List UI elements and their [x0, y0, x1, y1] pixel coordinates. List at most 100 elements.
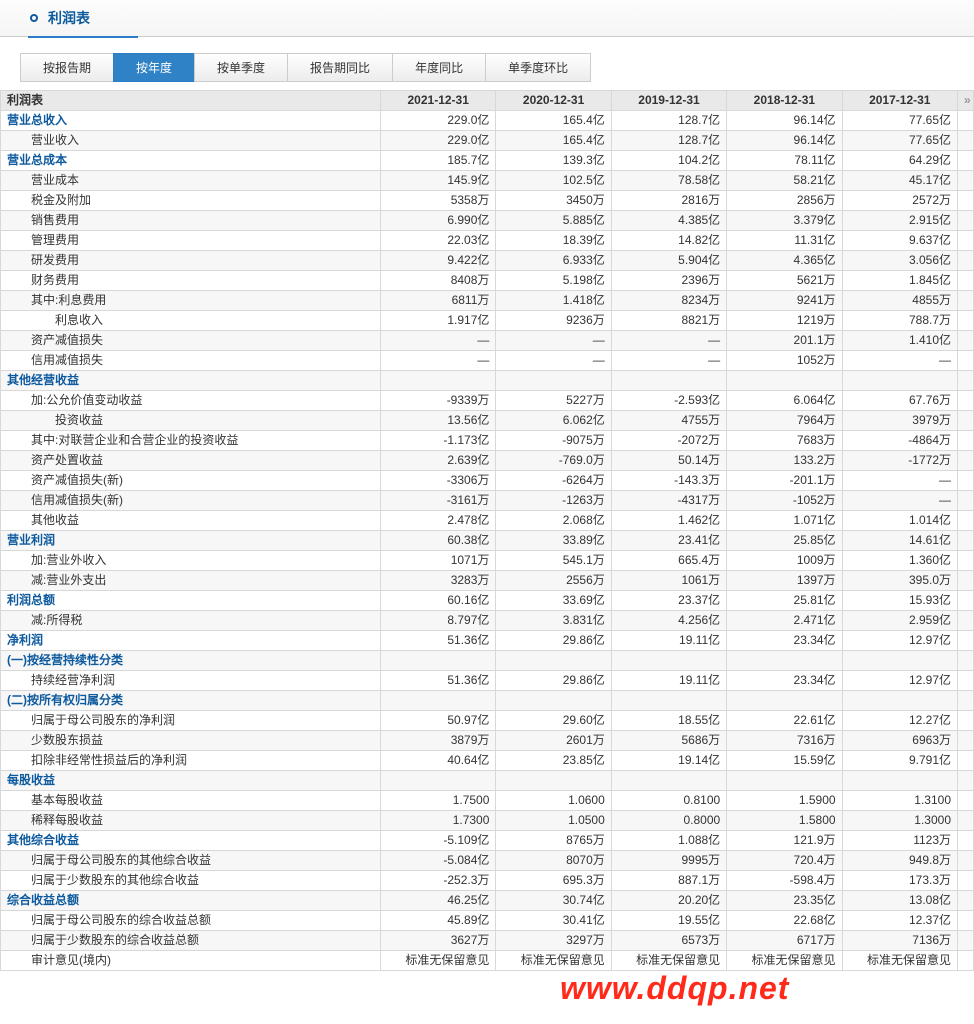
cell: 2.471亿	[727, 611, 842, 631]
table-body: 营业总收入229.0亿165.4亿128.7亿96.14亿77.65亿营业收入2…	[1, 111, 974, 971]
tab-5[interactable]: 单季度环比	[485, 53, 591, 82]
table-row: 加:公允价值变动收益-9339万5227万-2.593亿6.064亿67.76万	[1, 391, 974, 411]
cell: 58.21亿	[727, 171, 842, 191]
table-row: 归属于少数股东的其他综合收益-252.3万695.3万887.1万-598.4万…	[1, 871, 974, 891]
cell: 9.637亿	[842, 231, 957, 251]
cell: 14.82亿	[611, 231, 726, 251]
tab-1[interactable]: 按年度	[113, 53, 195, 82]
cell	[496, 771, 611, 791]
cell: 9.422亿	[381, 251, 496, 271]
table-row: 持续经营净利润51.36亿29.86亿19.11亿23.34亿12.97亿	[1, 671, 974, 691]
cell: 12.97亿	[842, 631, 957, 651]
cell: 25.85亿	[727, 531, 842, 551]
row-end	[958, 391, 974, 411]
cell: 102.5亿	[496, 171, 611, 191]
cell: 7316万	[727, 731, 842, 751]
row-end	[958, 531, 974, 551]
cell: —	[842, 471, 957, 491]
cell: 145.9亿	[381, 171, 496, 191]
cell: 5227万	[496, 391, 611, 411]
cell	[842, 651, 957, 671]
cell: 96.14亿	[727, 131, 842, 151]
cell: 8765万	[496, 831, 611, 851]
row-end	[958, 151, 974, 171]
cell: -769.0万	[496, 451, 611, 471]
table-row: 减:营业外支出3283万2556万1061万1397万395.0万	[1, 571, 974, 591]
scroll-right-icon[interactable]: »	[958, 91, 974, 111]
table-row: 稀释每股收益1.73001.05000.80001.58001.3000	[1, 811, 974, 831]
table-row: 销售费用6.990亿5.885亿4.385亿3.379亿2.915亿	[1, 211, 974, 231]
table-row: 营业收入229.0亿165.4亿128.7亿96.14亿77.65亿	[1, 131, 974, 151]
cell: 1061万	[611, 571, 726, 591]
row-end	[958, 471, 974, 491]
cell: 96.14亿	[727, 111, 842, 131]
row-end	[958, 311, 974, 331]
cell: 15.93亿	[842, 591, 957, 611]
tab-4[interactable]: 年度同比	[392, 53, 486, 82]
table-row: 其中:利息费用6811万1.418亿8234万9241万4855万	[1, 291, 974, 311]
cell: 45.17亿	[842, 171, 957, 191]
cell: 60.16亿	[381, 591, 496, 611]
cell: 12.37亿	[842, 911, 957, 931]
cell: 78.58亿	[611, 171, 726, 191]
cell: -9075万	[496, 431, 611, 451]
table-row: 归属于母公司股东的净利润50.97亿29.60亿18.55亿22.61亿12.2…	[1, 711, 974, 731]
cell: 229.0亿	[381, 111, 496, 131]
row-label: 投资收益	[1, 411, 381, 431]
cell: —	[496, 351, 611, 371]
row-label: 审计意见(境内)	[1, 951, 381, 971]
cell: 695.3万	[496, 871, 611, 891]
cell: 2396万	[611, 271, 726, 291]
cell: 标准无保留意见	[611, 951, 726, 971]
table-row: 营业利润60.38亿33.89亿23.41亿25.85亿14.61亿	[1, 531, 974, 551]
cell: 545.1万	[496, 551, 611, 571]
cell: 2.478亿	[381, 511, 496, 531]
cell: -5.109亿	[381, 831, 496, 851]
tab-3[interactable]: 报告期同比	[287, 53, 393, 82]
cell: 23.85亿	[496, 751, 611, 771]
row-label: 每股收益	[1, 771, 381, 791]
cell: 29.86亿	[496, 671, 611, 691]
cell: 8070万	[496, 851, 611, 871]
tab-0[interactable]: 按报告期	[20, 53, 114, 82]
cell	[611, 371, 726, 391]
col-header-0: 2021-12-31	[381, 91, 496, 111]
cell: 4755万	[611, 411, 726, 431]
row-label: (一)按经营持续性分类	[1, 651, 381, 671]
row-end	[958, 931, 974, 951]
cell: —	[842, 491, 957, 511]
cell: 67.76万	[842, 391, 957, 411]
table-row: 营业总收入229.0亿165.4亿128.7亿96.14亿77.65亿	[1, 111, 974, 131]
cell: 1.014亿	[842, 511, 957, 531]
table-row: 基本每股收益1.75001.06000.81001.59001.3100	[1, 791, 974, 811]
row-end	[958, 131, 974, 151]
cell: 9241万	[727, 291, 842, 311]
cell: 949.8万	[842, 851, 957, 871]
row-end	[958, 871, 974, 891]
cell: 165.4亿	[496, 111, 611, 131]
cell: 3450万	[496, 191, 611, 211]
table-row: 其中:对联营企业和合营企业的投资收益-1.173亿-9075万-2072万768…	[1, 431, 974, 451]
row-end	[958, 211, 974, 231]
cell: 50.14万	[611, 451, 726, 471]
row-end	[958, 771, 974, 791]
row-label: 减:营业外支出	[1, 571, 381, 591]
cell: -9339万	[381, 391, 496, 411]
cell: 30.74亿	[496, 891, 611, 911]
tab-2[interactable]: 按单季度	[194, 53, 288, 82]
row-end	[958, 711, 974, 731]
table-row: 综合收益总额46.25亿30.74亿20.20亿23.35亿13.08亿	[1, 891, 974, 911]
cell: 46.25亿	[381, 891, 496, 911]
cell: 19.11亿	[611, 671, 726, 691]
row-label: 营业收入	[1, 131, 381, 151]
cell: -3161万	[381, 491, 496, 511]
cell: 3.831亿	[496, 611, 611, 631]
cell: -598.4万	[727, 871, 842, 891]
row-label: 利润总额	[1, 591, 381, 611]
cell: 1.410亿	[842, 331, 957, 351]
row-end	[958, 851, 974, 871]
table-row: 利润总额60.16亿33.69亿23.37亿25.81亿15.93亿	[1, 591, 974, 611]
cell: 标准无保留意见	[381, 951, 496, 971]
cell: 0.8000	[611, 811, 726, 831]
cell: 4.385亿	[611, 211, 726, 231]
